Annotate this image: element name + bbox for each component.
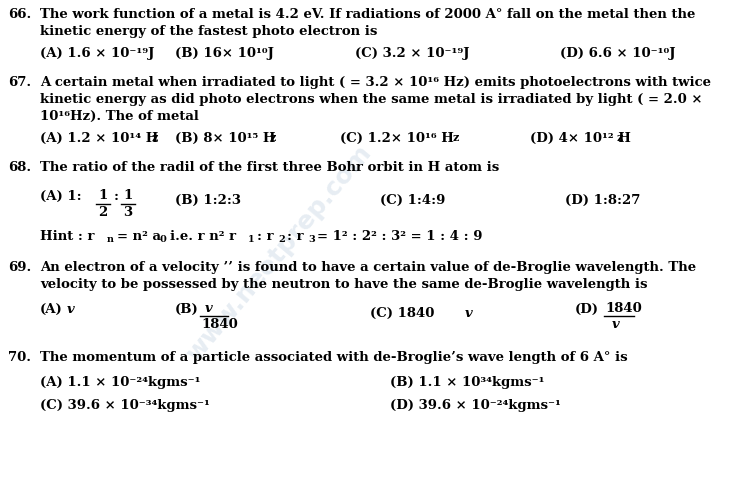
Text: Hint : r: Hint : r — [40, 230, 95, 243]
Text: v: v — [67, 303, 75, 316]
Text: (D): (D) — [575, 303, 599, 316]
Text: (D) 39.6 × 10⁻²⁴kgms⁻¹: (D) 39.6 × 10⁻²⁴kgms⁻¹ — [390, 399, 561, 412]
Text: :: : — [114, 190, 119, 203]
Text: i.e. r n² r: i.e. r n² r — [170, 230, 236, 243]
Text: (C) 1:4:9: (C) 1:4:9 — [380, 194, 446, 207]
Text: (D) 1:8:27: (D) 1:8:27 — [565, 194, 641, 207]
Text: The ratio of the radil of the first three Bohr orbit in H atom is: The ratio of the radil of the first thre… — [40, 161, 499, 174]
Text: The work function of a metal is 4.2 eV. If radiations of 2000 A° fall on the met: The work function of a metal is 4.2 eV. … — [40, 8, 696, 21]
Text: 66.: 66. — [8, 8, 32, 21]
Text: kinetic energy of the fastest photo electron is: kinetic energy of the fastest photo elec… — [40, 25, 377, 38]
Text: : r: : r — [287, 230, 303, 243]
Text: 68.: 68. — [8, 161, 31, 174]
Text: (A) 1.1 × 10⁻²⁴kgms⁻¹: (A) 1.1 × 10⁻²⁴kgms⁻¹ — [40, 376, 201, 389]
Text: (A) 1.6 × 10⁻¹⁹J: (A) 1.6 × 10⁻¹⁹J — [40, 47, 155, 60]
Text: (C) 3.2 × 10⁻¹⁹J: (C) 3.2 × 10⁻¹⁹J — [355, 47, 470, 60]
Text: v: v — [205, 302, 213, 315]
Text: (B) 1.1 × 10³⁴kgms⁻¹: (B) 1.1 × 10³⁴kgms⁻¹ — [390, 376, 545, 389]
Text: (B): (B) — [175, 303, 199, 316]
Text: (A): (A) — [40, 303, 63, 316]
Text: kinetic energy as did photo electrons when the same metal is irradiated by light: kinetic energy as did photo electrons wh… — [40, 93, 702, 106]
Text: 2: 2 — [278, 235, 284, 244]
Text: v: v — [465, 307, 473, 320]
Text: (C) 1.2× 10¹⁶ H: (C) 1.2× 10¹⁶ H — [340, 132, 454, 145]
Text: 67.: 67. — [8, 76, 31, 89]
Text: = n² a: = n² a — [117, 230, 161, 243]
Text: 0: 0 — [160, 235, 167, 244]
Text: 1: 1 — [98, 189, 107, 202]
Text: (C) 1840: (C) 1840 — [370, 307, 435, 320]
Text: z: z — [270, 132, 276, 143]
Text: 1840: 1840 — [201, 318, 237, 331]
Text: 70.: 70. — [8, 351, 31, 364]
Text: www.neetprep.com: www.neetprep.com — [181, 141, 376, 366]
Text: The momentum of a particle associated with de-Broglie’s wave length of 6 A° is: The momentum of a particle associated wi… — [40, 351, 627, 364]
Text: (D) 6.6 × 10⁻¹⁰J: (D) 6.6 × 10⁻¹⁰J — [560, 47, 676, 60]
Text: 2: 2 — [98, 206, 107, 219]
Text: (D) 4× 10¹² H: (D) 4× 10¹² H — [530, 132, 631, 145]
Text: 3: 3 — [123, 206, 132, 219]
Text: v: v — [612, 318, 619, 331]
Text: (C) 39.6 × 10⁻³⁴kgms⁻¹: (C) 39.6 × 10⁻³⁴kgms⁻¹ — [40, 399, 210, 412]
Text: (A) 1.2 × 10¹⁴ H: (A) 1.2 × 10¹⁴ H — [40, 132, 158, 145]
Text: 10¹⁶Hz). The of metal: 10¹⁶Hz). The of metal — [40, 110, 199, 123]
Text: z: z — [453, 132, 460, 143]
Text: velocity to be possessed by the neutron to have the same de-Broglie wavelength i: velocity to be possessed by the neutron … — [40, 278, 647, 291]
Text: 69.: 69. — [8, 261, 32, 274]
Text: (A) 1:: (A) 1: — [40, 190, 81, 203]
Text: : r: : r — [257, 230, 273, 243]
Text: An electron of a velocity ’’ is found to have a certain value of de-Broglie wave: An electron of a velocity ’’ is found to… — [40, 261, 696, 274]
Text: = 1² : 2² : 3² = 1 : 4 : 9: = 1² : 2² : 3² = 1 : 4 : 9 — [317, 230, 482, 243]
Text: (B) 8× 10¹⁵ H: (B) 8× 10¹⁵ H — [175, 132, 276, 145]
Text: (B) 16× 10¹⁰J: (B) 16× 10¹⁰J — [175, 47, 274, 60]
Text: 3: 3 — [308, 235, 314, 244]
Text: 1840: 1840 — [605, 302, 642, 315]
Text: (B) 1:2:3: (B) 1:2:3 — [175, 194, 241, 207]
Text: z: z — [152, 132, 158, 143]
Text: 1: 1 — [248, 235, 254, 244]
Text: 1: 1 — [123, 189, 132, 202]
Text: A certain metal when irradiated to light ( = 3.2 × 10¹⁶ Hz) emits photoelectrons: A certain metal when irradiated to light… — [40, 76, 711, 89]
Text: z: z — [617, 132, 623, 143]
Text: n: n — [107, 235, 114, 244]
